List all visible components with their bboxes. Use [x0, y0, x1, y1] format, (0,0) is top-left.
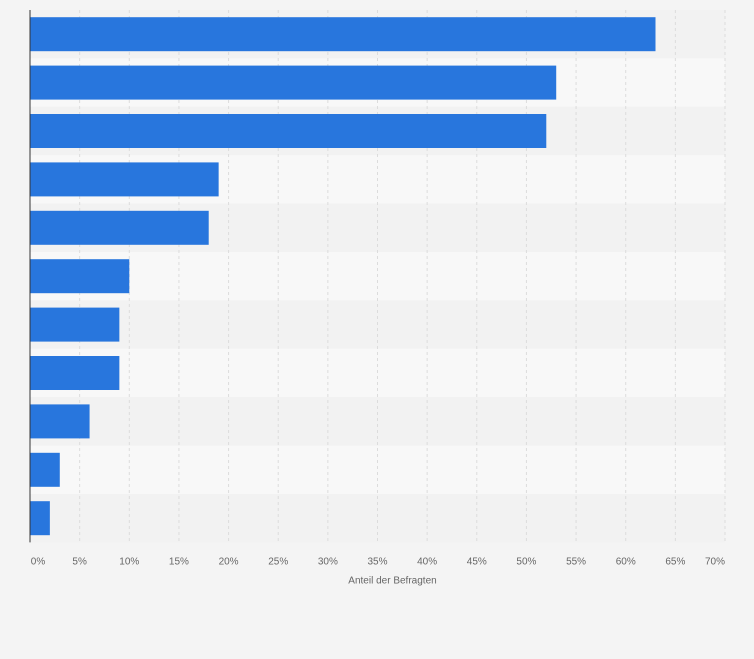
row-band — [30, 494, 725, 543]
x-tick-label: 20% — [219, 556, 239, 567]
x-tick-label: 30% — [318, 556, 338, 567]
x-tick-label: 60% — [616, 556, 636, 567]
bar[interactable] — [30, 17, 656, 52]
bar[interactable] — [30, 356, 120, 390]
x-tick-label: 5% — [72, 556, 87, 567]
bar[interactable] — [30, 65, 557, 100]
x-tick-label: 10% — [119, 556, 139, 567]
bar[interactable] — [30, 501, 50, 536]
bar[interactable] — [30, 307, 120, 342]
x-tick-label: 50% — [516, 556, 536, 567]
x-tick-label: 25% — [268, 556, 288, 567]
x-tick-label: 40% — [417, 556, 437, 567]
x-tick-label: 0% — [31, 556, 46, 567]
bars — [30, 17, 656, 536]
x-tick-label: 45% — [467, 556, 487, 567]
bar[interactable] — [30, 210, 209, 245]
bar[interactable] — [30, 452, 60, 487]
bar[interactable] — [30, 259, 130, 294]
x-tick-labels: 0% 5% 10% 15% 20% 25% 30% 35% 40% 45% 50% 55% 60% 65%… — [31, 556, 725, 567]
x-tick-label: 55% — [566, 556, 586, 567]
x-tick-label: 65% — [665, 556, 685, 567]
x-tick-label: 35% — [367, 556, 387, 567]
x-axis-title: Anteil der Befragten — [348, 575, 436, 586]
bar[interactable] — [30, 162, 219, 197]
bar[interactable] — [30, 114, 547, 148]
x-tick-label: 70% — [705, 556, 725, 567]
bar[interactable] — [30, 404, 90, 439]
x-tick-label: 15% — [169, 556, 189, 567]
